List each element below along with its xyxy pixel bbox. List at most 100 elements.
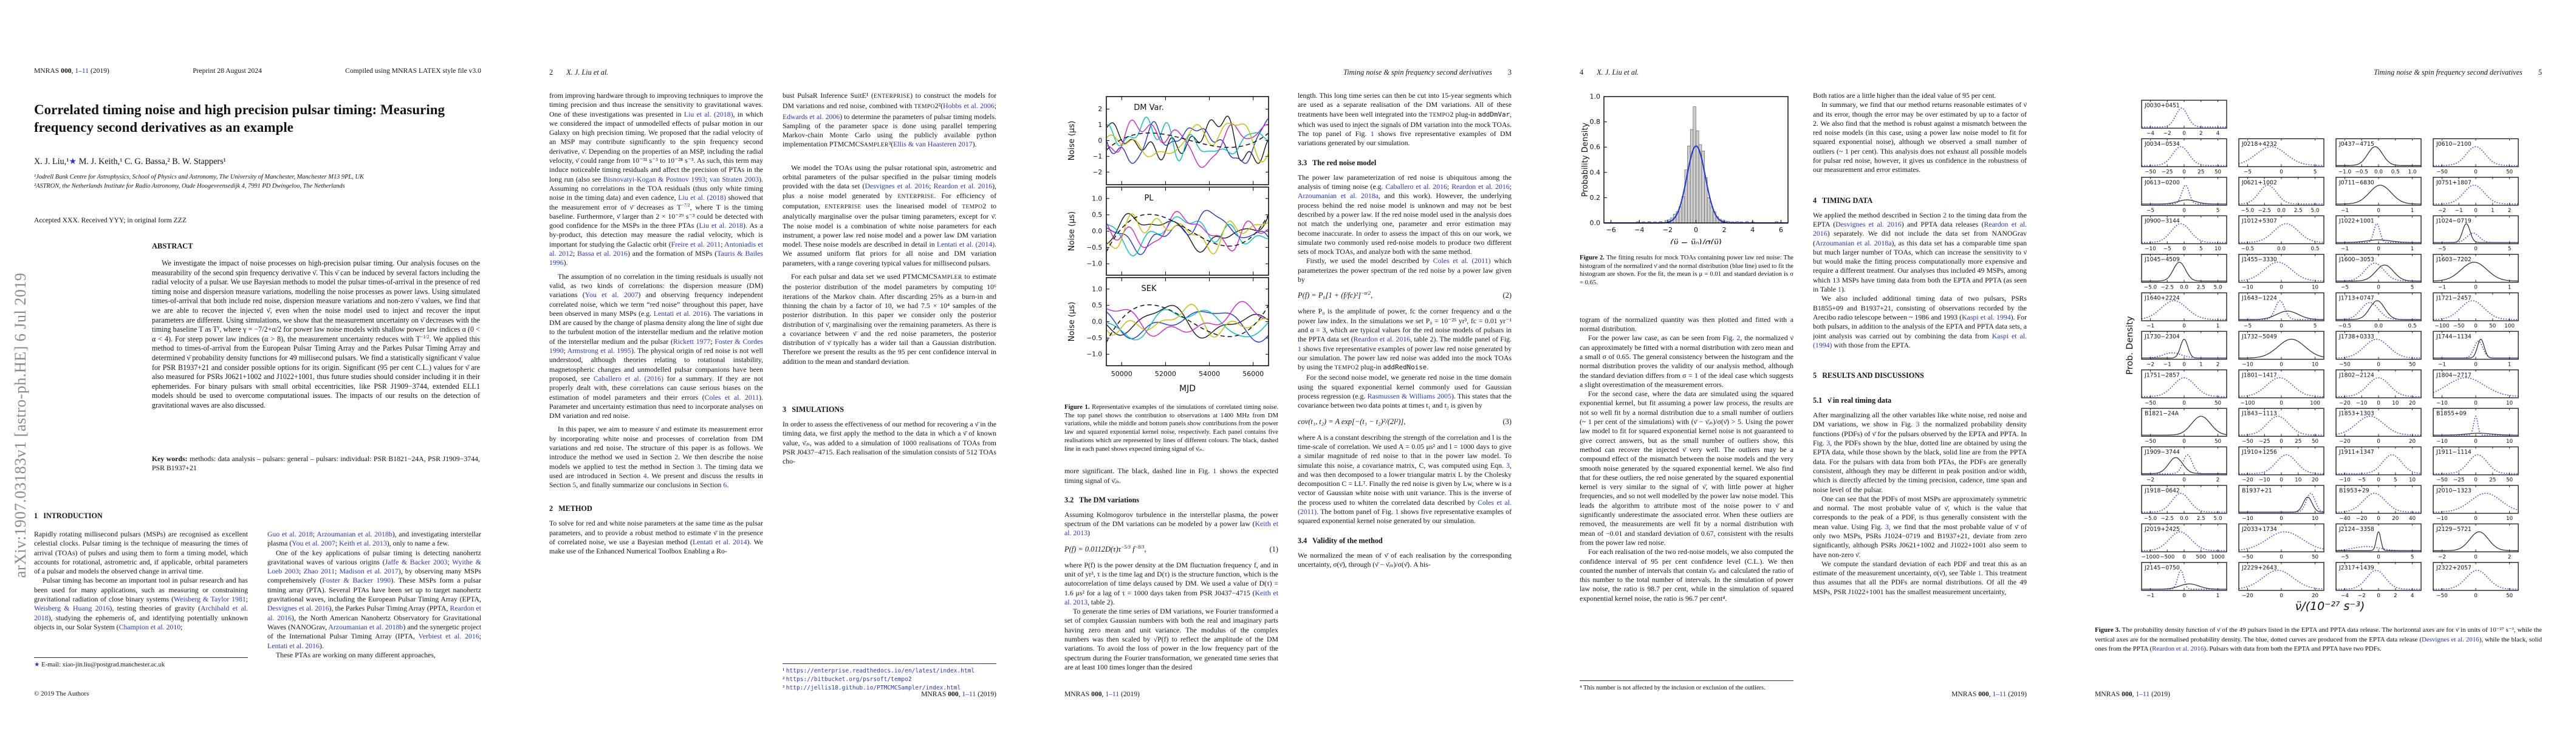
- citation-link[interactable]: Liu et al. (2018): [683, 109, 733, 118]
- citation-link[interactable]: 1: [1978, 569, 1982, 578]
- citation-link[interactable]: Jaffe & Backer 2003: [385, 557, 448, 566]
- citation-link[interactable]: Reardon et al. 2016: [2152, 645, 2204, 653]
- citation-link[interactable]: Kaspi et al. 1994: [1962, 312, 2011, 321]
- citation-link[interactable]: 1–11: [1105, 690, 1120, 698]
- citation-link[interactable]: Foster & Backer 1990: [322, 576, 391, 585]
- citation-link[interactable]: 1: [1213, 467, 1217, 476]
- citation-link[interactable]: 3: [1506, 460, 1510, 470]
- citation-link[interactable]: Ellis & van Haasteren 2017: [893, 140, 973, 149]
- citation-link[interactable]: 4: [643, 471, 647, 480]
- citation-link[interactable]: Lentati et al. 2016: [653, 309, 708, 318]
- citation-link[interactable]: Champion et al. 2010: [118, 622, 181, 631]
- citation-link[interactable]: Madison et al. 2017: [339, 567, 399, 576]
- citation-link[interactable]: Caballero et al. 2016: [1385, 182, 1447, 191]
- citation-link[interactable]: Lentati et al. 2016: [267, 641, 320, 650]
- citation-link[interactable]: 1: [1395, 507, 1399, 516]
- citation-link[interactable]: https://enterprise.readthedocs.io/en/lat…: [786, 668, 975, 674]
- citation-link[interactable]: Armstrong et al. 1995: [567, 346, 631, 355]
- citation-link[interactable]: 2: [1942, 210, 1947, 219]
- citation-link[interactable]: Arzoumanian et al. 2018a: [1815, 238, 1892, 247]
- citation-link[interactable]: Wyithe & Loeb 2003: [267, 557, 481, 576]
- citation-link[interactable]: 1–11: [962, 690, 976, 698]
- citation-link[interactable]: 1–11: [75, 67, 89, 75]
- citation-link[interactable]: 1–11: [2136, 690, 2150, 698]
- svg-text:0: 0: [2377, 246, 2380, 252]
- citation-link[interactable]: Lentati et al. (2014): [937, 240, 995, 249]
- svg-text:10: 10: [2392, 400, 2399, 406]
- citation-link[interactable]: Kaspi et al. (1994): [1813, 331, 2027, 349]
- citation-link[interactable]: Arzoumanian et al. 2018a: [1298, 191, 1379, 200]
- citation-link[interactable]: ★: [69, 157, 77, 166]
- citation-link[interactable]: Desvignes et al. 2016: [1835, 219, 1902, 228]
- citation-link[interactable]: 3: [696, 462, 701, 471]
- citation-link[interactable]: http://jellis18.github.io/PTMCMCSampler/…: [786, 685, 961, 691]
- svg-text:−1.0: −1.0: [2338, 169, 2352, 175]
- citation-link[interactable]: 3: [1826, 439, 1831, 448]
- equation: cov(t₁, t₂) = A exp[−(t₁ − t₂)²/(2l²)], (…: [1298, 417, 1512, 426]
- citation-link[interactable]: Coles et al. (2011): [1298, 498, 1512, 516]
- citation-link[interactable]: Keith et al. 2013: [1064, 588, 1278, 606]
- citation-link[interactable]: Foster & Cordes 1990: [549, 337, 763, 355]
- citation-link[interactable]: 3: [1916, 420, 1920, 429]
- svg-text:1: 1: [2491, 208, 2495, 214]
- citation-link[interactable]: Reardon et al. 2016: [1451, 182, 1510, 191]
- citation-link[interactable]: You et al. 2007: [584, 290, 639, 299]
- citation-link[interactable]: Liu et al. (2018): [678, 193, 726, 202]
- citation-link[interactable]: Verbiest et al. 2016: [418, 632, 479, 641]
- citation-link[interactable]: Keith et al. 2013: [339, 539, 387, 548]
- citation-link[interactable]: You et al. 2007: [292, 539, 335, 548]
- citation-link[interactable]: Tauris & Bailes 1996: [549, 249, 763, 267]
- citation-link[interactable]: Desvignes et al. 2016: [2422, 635, 2479, 643]
- citation-link[interactable]: Rasmussen & Williams 2005: [1367, 392, 1451, 401]
- citation-link[interactable]: Hobbs et al. 2006: [943, 101, 995, 111]
- page-5: Timing noise & spin frequency second der…: [2061, 0, 2576, 729]
- citation-link[interactable]: 1: [1370, 129, 1374, 139]
- citation-link[interactable]: Freire et al. 2011: [671, 239, 721, 248]
- citation-link[interactable]: Coles et al. 2011: [704, 392, 759, 402]
- citation-link[interactable]: Edwards et al. 2006: [783, 112, 840, 121]
- citation-link[interactable]: Reardon et al. 2016: [1813, 219, 2027, 238]
- citation-link[interactable]: https://bitbucket.org/psrsoft/tempo2: [786, 676, 912, 683]
- citation-link[interactable]: Archibald et al. 2018: [34, 604, 248, 622]
- figure-2: −6 −4 −2 0 2 4 6 0.0 0.2 0.4 0.6 0.8 1.0 Probability …: [1581, 93, 1789, 244]
- citation-link[interactable]: Keith et al. 2013: [1064, 519, 1278, 538]
- citation-link[interactable]: Weisberg & Huang 2016: [34, 604, 110, 613]
- svg-text:Probability Density: Probability Density: [1581, 123, 1590, 197]
- citation-link[interactable]: Bisnovatyi-Kogan & Postnov 1993: [603, 174, 706, 183]
- citation-link[interactable]: Weisberg & Taylor 1981: [174, 595, 246, 604]
- citation-link[interactable]: Coles et al. (2011): [1433, 256, 1491, 265]
- svg-text:10: 10: [2506, 516, 2513, 522]
- citation-link[interactable]: Desvignes et al. 2016: [267, 604, 329, 613]
- page2-footer: MNRAS 000, 1–11 (2019): [921, 690, 996, 698]
- citation-link[interactable]: Desvignes et al. 2016: [865, 182, 930, 191]
- citation-link[interactable]: 1: [1837, 285, 1841, 294]
- citation-link[interactable]: Reardon et al. 2016: [933, 182, 993, 191]
- citation-link[interactable]: Arzoumanian et al. 2018b: [328, 622, 403, 631]
- citation-link[interactable]: Bassa et al. 2016: [577, 249, 628, 258]
- citation-link[interactable]: 1–11: [1992, 690, 2007, 698]
- citation-link[interactable]: 5: [572, 481, 577, 490]
- svg-text:J0900−3144: J0900−3144: [2144, 218, 2180, 225]
- paragraph: more significant. The black, dashed line…: [1064, 467, 1278, 485]
- svg-text:5: 5: [2314, 169, 2317, 175]
- citation-link[interactable]: Reardon et al. 2016: [1353, 335, 1411, 344]
- citation-link[interactable]: van Straten 2003: [709, 174, 759, 183]
- citation-link[interactable]: Reardon et al. 2016: [267, 604, 481, 622]
- citation-link[interactable]: Liu et al. 2018: [699, 221, 744, 230]
- citation-link[interactable]: 1: [1298, 344, 1301, 353]
- citation-link[interactable]: Lentati et al. 2014: [692, 538, 747, 547]
- citation-link[interactable]: Rickett 1977: [673, 337, 711, 346]
- svg-text:0: 0: [2182, 323, 2186, 329]
- svg-text:−10: −10: [2242, 285, 2253, 291]
- citation-link[interactable]: 2: [1736, 334, 1741, 343]
- citation-link[interactable]: Arzoumanian et al. 2018b: [317, 530, 392, 538]
- copyright-line: © 2019 The Authors: [34, 690, 89, 697]
- citation-link[interactable]: Caballero et al. (2016): [594, 374, 664, 383]
- citation-link[interactable]: ★: [34, 662, 40, 668]
- citation-link[interactable]: Zhao 2011: [303, 567, 335, 576]
- citation-link[interactable]: 3: [1885, 522, 1889, 531]
- citation-link[interactable]: 6: [723, 481, 727, 490]
- citation-link[interactable]: Guo et al. 2018: [267, 530, 313, 538]
- citation-link[interactable]: 2: [674, 453, 679, 462]
- citation-link[interactable]: Antoniadis et al. 2012: [549, 239, 763, 258]
